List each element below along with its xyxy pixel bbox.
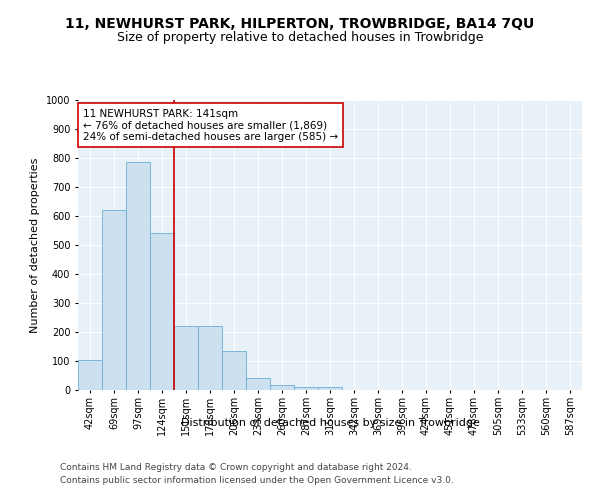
Bar [318,387,342,390]
Bar [102,210,126,390]
Bar [198,326,222,390]
Bar [246,378,270,390]
Bar [126,162,150,390]
Bar [222,352,246,390]
Text: 11, NEWHURST PARK, HILPERTON, TROWBRIDGE, BA14 7QU: 11, NEWHURST PARK, HILPERTON, TROWBRIDGE… [65,18,535,32]
Text: Distribution of detached houses by size in Trowbridge: Distribution of detached houses by size … [181,418,479,428]
Bar [270,385,294,390]
Text: 11 NEWHURST PARK: 141sqm
← 76% of detached houses are smaller (1,869)
24% of sem: 11 NEWHURST PARK: 141sqm ← 76% of detach… [83,108,338,142]
Bar [294,387,318,390]
Bar [174,326,198,390]
Bar [150,234,174,390]
Bar [78,360,102,390]
Text: Contains HM Land Registry data © Crown copyright and database right 2024.: Contains HM Land Registry data © Crown c… [60,464,412,472]
Text: Size of property relative to detached houses in Trowbridge: Size of property relative to detached ho… [117,31,483,44]
Y-axis label: Number of detached properties: Number of detached properties [31,158,40,332]
Text: Contains public sector information licensed under the Open Government Licence v3: Contains public sector information licen… [60,476,454,485]
